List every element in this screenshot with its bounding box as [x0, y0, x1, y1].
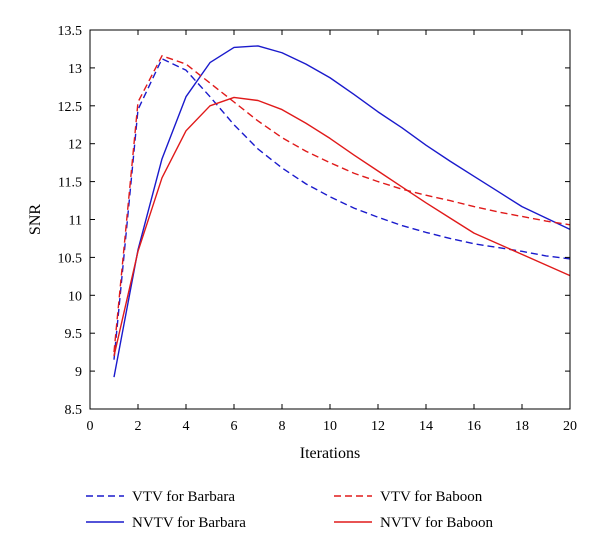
y-tick-label: 10.5 [58, 251, 83, 266]
y-axis-label: SNR [27, 204, 44, 235]
series-layer [113, 45, 571, 378]
series-line-nvtv-for-baboon [113, 96, 571, 357]
x-tick-label: 2 [135, 419, 142, 434]
x-tick-label: 16 [467, 419, 481, 434]
y-tick-label: 9.5 [65, 327, 83, 342]
series-line-nvtv-for-barbara [113, 45, 571, 378]
y-tick-label: 13 [68, 62, 82, 77]
legend-label: NVTV for Baboon [380, 515, 494, 531]
y-tick-label: 11.5 [58, 176, 82, 191]
series-line-vtv-for-barbara [113, 58, 571, 360]
legend: VTV for Barbara VTV for Baboon NVTV for Ba… [86, 489, 494, 531]
y-tick-label: 11 [69, 214, 82, 229]
x-tick-label: 14 [419, 419, 433, 434]
x-tick-label: 4 [183, 419, 190, 434]
legend-label: VTV for Barbara [132, 489, 235, 505]
x-tick-label: 20 [563, 419, 577, 434]
series-line-vtv-for-baboon [113, 55, 571, 353]
legend-label: VTV for Baboon [380, 489, 483, 505]
y-tick-label: 8.5 [65, 403, 83, 418]
y-tick-label: 10 [68, 289, 82, 304]
x-tick-label: 8 [279, 419, 286, 434]
y-tick-label: 12.5 [58, 100, 83, 115]
x-tick-label: 18 [515, 419, 529, 434]
y-tick-label: 13.5 [58, 24, 83, 39]
legend-label: NVTV for Barbara [132, 515, 246, 531]
x-tick-label: 10 [323, 419, 337, 434]
x-tick-label: 0 [87, 419, 94, 434]
y-tick-label: 12 [68, 138, 82, 153]
ticks-layer: 0 2 4 6 8 10 12 14 16 18 20 8.5 9 9.5 10 10.5 11 11.5 12 12… [58, 24, 578, 434]
x-tick-label: 6 [231, 419, 238, 434]
x-axis-label: Iterations [300, 445, 360, 462]
y-tick-label: 9 [75, 365, 82, 380]
x-tick-label: 12 [371, 419, 385, 434]
